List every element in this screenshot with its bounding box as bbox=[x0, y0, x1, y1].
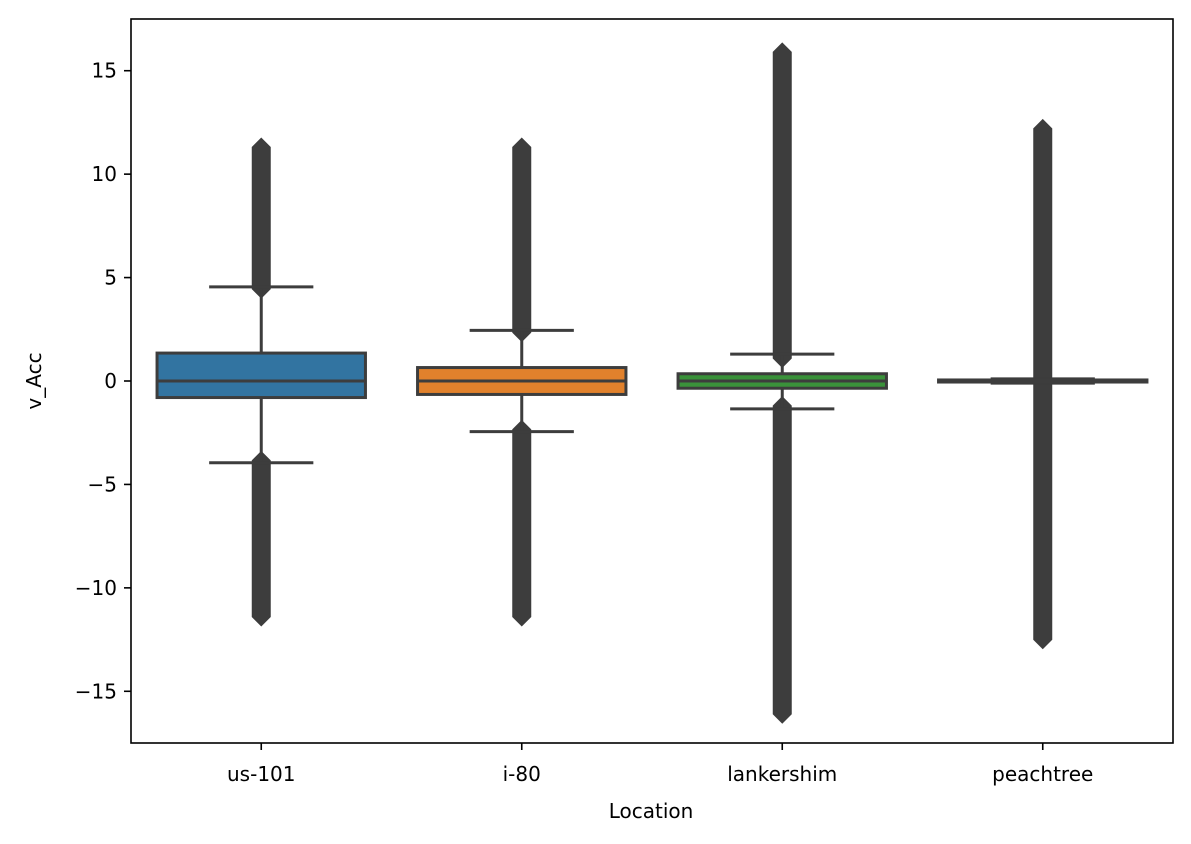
y-tick-label: −10 bbox=[75, 576, 117, 600]
y-tick-label: 5 bbox=[104, 266, 117, 290]
y-tick-label: 15 bbox=[92, 59, 117, 83]
y-axis-title: v_Acc bbox=[22, 352, 46, 409]
outliers-high bbox=[512, 137, 532, 343]
y-tick-label: −5 bbox=[88, 472, 117, 496]
box-group-peachtree bbox=[937, 118, 1149, 650]
plot-marks bbox=[155, 42, 1149, 724]
outliers-high bbox=[1033, 118, 1053, 389]
y-tick-label: 0 bbox=[104, 369, 117, 393]
x-tick-label: i-80 bbox=[503, 762, 541, 786]
x-tick-label: lankershim bbox=[727, 762, 837, 786]
outliers-low bbox=[1033, 373, 1053, 650]
outliers-high bbox=[251, 137, 271, 299]
box bbox=[155, 351, 367, 400]
box-group-us-101 bbox=[155, 137, 367, 627]
axes: 15 10 5 0 −5 −10 −15 us-101 i-80 lankershim peacht… bbox=[75, 18, 1174, 786]
outliers-low bbox=[772, 396, 792, 724]
outliers-high bbox=[772, 42, 792, 368]
x-tick-label: peachtree bbox=[992, 762, 1093, 786]
box-group-i-80 bbox=[416, 137, 628, 627]
y-tick-label: −15 bbox=[75, 679, 117, 703]
x-tick-label: us-101 bbox=[227, 762, 296, 786]
box-group-lankershim bbox=[676, 42, 888, 724]
outliers-low bbox=[251, 450, 271, 627]
outliers-low bbox=[512, 419, 532, 627]
x-axis-title: Location bbox=[609, 799, 694, 823]
y-tick-label: 10 bbox=[92, 162, 117, 186]
